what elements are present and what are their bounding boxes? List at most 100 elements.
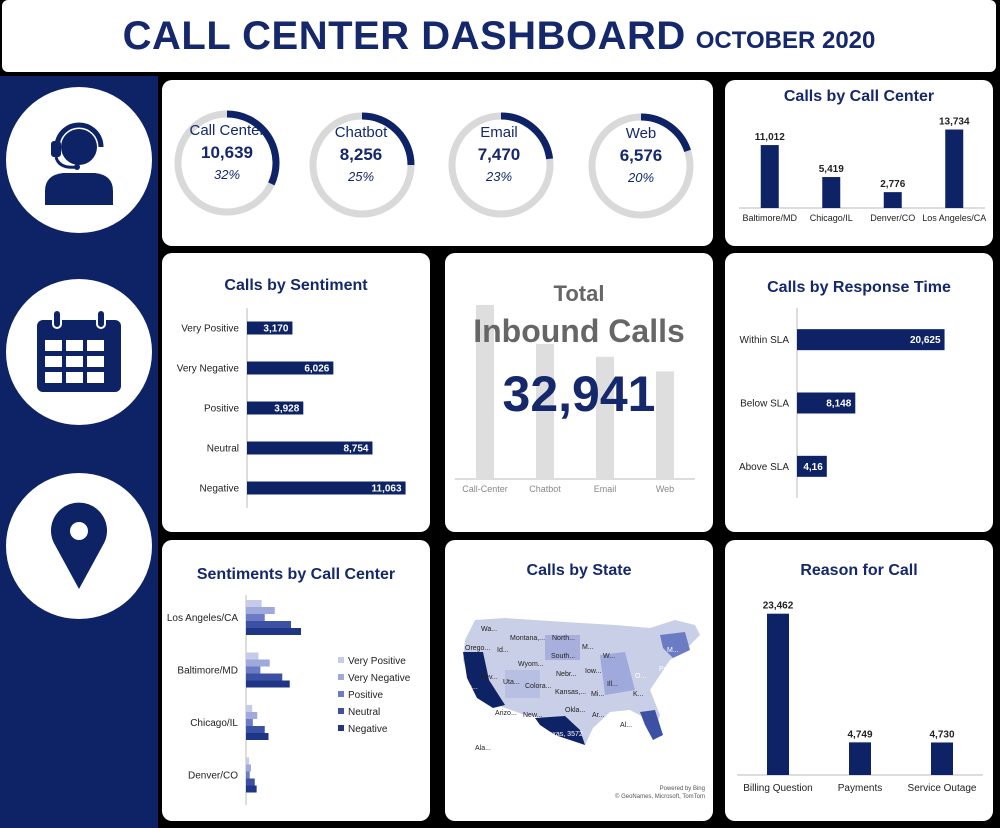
- tick-label: Los Angeles/CA: [922, 213, 986, 223]
- ring-percent: 20%: [627, 170, 655, 185]
- data-label: 13,734: [939, 117, 970, 128]
- state-label: Texas, 3572: [545, 731, 583, 738]
- tick-label: Within SLA: [740, 335, 790, 346]
- state-label: Orego...: [465, 645, 490, 652]
- state-label: Uta...: [503, 679, 520, 686]
- data-label: 4,730: [929, 729, 954, 740]
- tick-label: Neutral: [207, 444, 239, 455]
- tick-label: Chatbot: [529, 484, 561, 494]
- location-pin-icon: [51, 502, 107, 589]
- tick-label: Chicago/IL: [190, 718, 238, 729]
- state-label: Wa...: [481, 626, 497, 633]
- sidebar-button-agent[interactable]: [6, 87, 152, 233]
- bar: [246, 757, 250, 765]
- bar: [247, 401, 304, 415]
- tick-label: Billing Question: [743, 783, 812, 794]
- bar: [849, 742, 871, 775]
- state-label: Nebr...: [556, 671, 577, 678]
- bar: [246, 607, 275, 614]
- tick-label: Los Angeles/CA: [167, 613, 238, 624]
- total-inbound-panel: Call-Center Chatbot Email Web Total Inbound…: [445, 253, 713, 532]
- bar: [246, 785, 257, 793]
- bar: [476, 304, 494, 479]
- data-label: 20,625: [910, 335, 941, 346]
- legend-swatch: [338, 691, 344, 697]
- tick-label: Very Negative: [177, 364, 240, 375]
- ring-progress-arc: [226, 110, 280, 186]
- state-label: Arizo...: [495, 710, 517, 717]
- state-label: Ala...: [475, 745, 491, 752]
- data-label: 3,928: [274, 404, 299, 415]
- map-attribution-bing: Powered by Bing: [660, 786, 705, 792]
- ring-web: Web 6,576 20%: [583, 125, 699, 185]
- data-label: 11,063: [372, 484, 402, 495]
- bar: [246, 673, 283, 681]
- ring-value: 8,256: [339, 145, 383, 164]
- ring-value: 6,576: [619, 146, 663, 165]
- state-label: Okla...: [565, 707, 585, 714]
- state-label: North...: [552, 635, 575, 642]
- ring-progress-arc: [500, 112, 554, 160]
- tick-label: Web: [656, 484, 674, 494]
- channel-rings: [174, 110, 694, 219]
- bar: [246, 614, 265, 621]
- ring-callcenter: Call Center 10,639 32%: [169, 122, 285, 182]
- state-label: South...: [551, 653, 575, 660]
- ring-percent: 32%: [213, 167, 241, 182]
- ring-name: Call Center: [189, 122, 265, 139]
- sidebar-button-calendar[interactable]: [6, 279, 152, 425]
- bar: [246, 652, 259, 660]
- reason-for-call-panel: Reason for Call 23,462 Billing Question 4,…: [725, 540, 993, 821]
- chart-title: Calls by State: [526, 562, 632, 579]
- legend-label: Very Positive: [348, 656, 406, 667]
- tick-label: Below SLA: [740, 399, 789, 410]
- ring-percent: 25%: [347, 169, 375, 184]
- bar: [247, 361, 334, 375]
- total-label: Total: [553, 281, 605, 306]
- ring-progress-arc: [361, 112, 415, 166]
- state-label: W...: [603, 653, 615, 660]
- ring-value: 7,470: [477, 145, 521, 164]
- sentiments-by-call-center-chart: Los Angeles/CA Baltimore/MD Chicago/IL Denv…: [167, 595, 411, 805]
- bar: [246, 628, 301, 635]
- ring-name: Web: [625, 125, 657, 142]
- ring-value: 10,639: [201, 143, 253, 162]
- dashboard-title: CALL CENTER DASHBOARD: [122, 13, 686, 58]
- bar: [596, 356, 614, 479]
- bar: [246, 733, 269, 740]
- state-label: K...: [633, 691, 644, 698]
- data-label: 4,16: [803, 462, 823, 473]
- chart-title: Sentiments by Call Center: [196, 566, 396, 583]
- data-label: 11,012: [755, 132, 785, 143]
- sidebar-button-location[interactable]: [6, 473, 152, 619]
- state-label: Nev...: [480, 674, 498, 681]
- tick-label: Very Positive: [181, 324, 239, 335]
- tick-label: Above SLA: [739, 462, 789, 473]
- tick-label: Baltimore/MD: [177, 666, 238, 677]
- data-label: 8,148: [826, 399, 851, 410]
- bar: [883, 192, 902, 208]
- tick-label: Denver/CO: [870, 213, 915, 223]
- tick-label: Baltimore/MD: [742, 213, 797, 223]
- bar: [246, 712, 258, 719]
- calls-by-call-center-panel: Calls by Call Center 11,012 Baltimore/MD 5…: [725, 80, 993, 246]
- us-state-map[interactable]: Wa... Orego... Id... Montana,... North..…: [445, 540, 713, 821]
- bar: [246, 621, 291, 628]
- headset-agent-icon: [45, 122, 113, 205]
- data-label: 6,026: [304, 364, 329, 375]
- legend-label: Neutral: [348, 707, 380, 718]
- header-bar: CALL CENTER DASHBOARD OCTOBER 2020: [2, 0, 996, 72]
- data-label: 5,419: [819, 164, 844, 175]
- legend-swatch: [338, 725, 344, 731]
- calendar-icon: [37, 310, 121, 392]
- calls-by-sentiment-panel: Calls by Sentiment 3,170 Very Positive 6,0…: [162, 253, 430, 532]
- state-label: Iow...: [585, 668, 601, 675]
- bar: [246, 666, 261, 674]
- calls-by-state-panel: Calls by State Wa... Orego... Id... Mont…: [445, 540, 713, 821]
- bar: [797, 392, 856, 414]
- sidebar: [0, 76, 158, 828]
- chart-title: Calls by Call Center: [783, 88, 935, 105]
- ring-name: Chatbot: [334, 124, 388, 141]
- legend-label: Very Negative: [348, 673, 411, 684]
- total-value: 32,941: [502, 366, 656, 422]
